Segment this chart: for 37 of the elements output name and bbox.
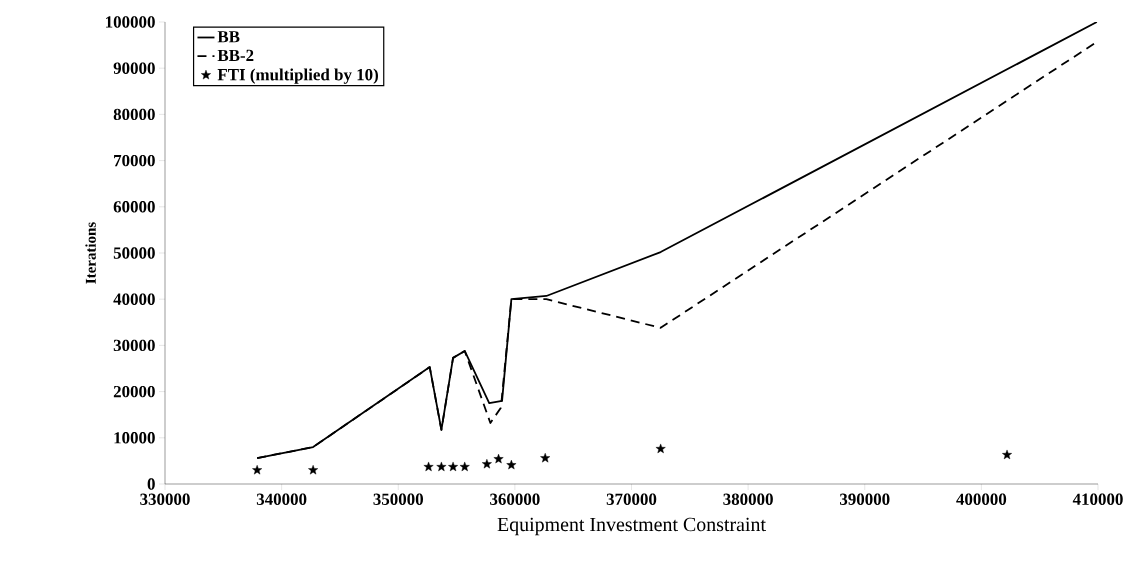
x-tick-label: 330000 [140, 493, 190, 505]
point [252, 464, 263, 475]
point [459, 461, 470, 472]
point [308, 464, 319, 475]
point [1002, 449, 1012, 460]
legend-label: BB-2 [217, 49, 254, 62]
y-tick-label: 40000 [113, 293, 155, 305]
point [540, 452, 551, 463]
point [448, 461, 458, 472]
y-tick-label: 0 [147, 478, 155, 490]
point [423, 461, 434, 472]
y-tick-label: 80000 [113, 108, 155, 121]
x-tick-label: 350000 [373, 493, 424, 505]
x-axis-title: Equipment Investment Constraint [497, 517, 766, 536]
legend-label: FTI (multiplied by 10) [217, 68, 379, 84]
x-tick-label: 400000 [956, 493, 1007, 505]
y-tick-label: 100000 [106, 16, 155, 28]
y-tick-label: 70000 [114, 154, 155, 167]
y-tick-label: 90000 [113, 62, 155, 74]
x-tick-label: 360000 [490, 493, 540, 505]
x-tick-label: 340000 [256, 493, 307, 505]
y-tick-label: 10000 [114, 432, 155, 444]
legend-label: BB [217, 31, 240, 43]
y-tick-label: 30000 [113, 339, 155, 352]
x-tick-label: 390000 [839, 493, 890, 505]
point [493, 453, 504, 464]
y-tick-label: 20000 [113, 385, 155, 398]
y-tick-label: 60000 [113, 201, 155, 213]
point [655, 443, 666, 454]
point [506, 459, 517, 470]
y-tick-label: 50000 [113, 247, 155, 259]
x-tick-label: 380000 [723, 493, 773, 505]
x-tick-label: 410000 [1072, 493, 1123, 505]
y-axis-title: Iterations [85, 222, 96, 284]
x-tick-label: 370000 [606, 493, 657, 505]
point [481, 458, 492, 469]
point [436, 461, 447, 472]
